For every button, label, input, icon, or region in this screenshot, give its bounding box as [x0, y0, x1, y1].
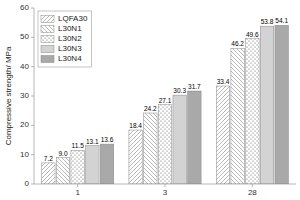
bar: [100, 144, 113, 184]
data-label: 49.6: [246, 31, 259, 38]
data-label: 46.2: [231, 40, 244, 47]
y-tick-label: 0: [25, 179, 30, 188]
y-tick-label: 10: [20, 150, 29, 159]
bar: [275, 25, 288, 184]
y-tick-label: 40: [20, 62, 29, 71]
bar: [129, 130, 142, 184]
legend-label: L30N4: [58, 54, 82, 63]
bar: [260, 26, 273, 184]
data-label: 54.1: [275, 17, 288, 24]
legend-swatch: [41, 26, 54, 33]
y-tick: [31, 66, 34, 67]
legend-swatch: [41, 46, 54, 53]
bars: [42, 25, 289, 184]
data-label: 13.1: [86, 138, 99, 145]
y-tick: [31, 8, 34, 9]
data-label: 18.4: [129, 122, 142, 129]
y-tick: [31, 125, 34, 126]
chart-container: 7.218.433.49.024.246.211.527.149.613.130…: [0, 0, 300, 200]
y-tick: [31, 154, 34, 155]
axes: 0 10 20 30 40 50 60 1 3 28: [20, 3, 296, 197]
x-tick-label: 3: [163, 188, 168, 197]
y-tick: [31, 37, 34, 38]
legend: LQFA30L30N1L30N2L30N3L30N4: [38, 11, 91, 67]
y-tick-label: 50: [20, 32, 29, 41]
y-tick: [31, 96, 34, 97]
data-label: 9.0: [58, 150, 67, 157]
data-label: 11.5: [72, 142, 85, 149]
x-tick-label: 28: [248, 188, 257, 197]
x-tick: [165, 184, 166, 187]
bar: [246, 39, 259, 184]
data-label: 30.3: [173, 87, 186, 94]
bar: [216, 86, 229, 184]
bar: [144, 113, 157, 184]
legend-swatch: [41, 56, 54, 63]
data-label: 31.7: [188, 83, 201, 90]
data-label: 53.8: [261, 18, 274, 25]
x-tick: [252, 184, 253, 187]
data-label: 24.2: [144, 105, 157, 112]
legend-label: L30N1: [58, 24, 82, 33]
bar: [158, 105, 171, 184]
bar: [173, 95, 186, 184]
data-label: 13.6: [101, 136, 114, 143]
bar: [86, 146, 99, 184]
x-tick-label: 1: [75, 188, 80, 197]
x-tick: [77, 184, 78, 187]
bar: [188, 91, 201, 184]
data-labels: 7.2 18.4 33.4 9.0 24.2 46.2 11.5 27.1 49.6 13.1 30…: [44, 17, 289, 162]
legend-swatch: [41, 16, 54, 23]
bar: [71, 150, 84, 184]
data-label: 7.2: [44, 155, 53, 162]
bar: [56, 158, 69, 184]
y-tick-label: 30: [20, 91, 29, 100]
y-tick: [31, 184, 34, 185]
data-label: 33.4: [217, 78, 230, 85]
y-axis-label: Compressive strength/ MPa: [4, 46, 13, 145]
bar: [231, 48, 244, 184]
data-label: 27.1: [159, 97, 172, 104]
legend-label: L30N2: [58, 34, 82, 43]
y-tick-label: 60: [20, 3, 29, 12]
bar: [42, 163, 55, 184]
chart: 7.218.433.49.024.246.211.527.149.613.130…: [0, 0, 300, 200]
legend-frame: [38, 11, 91, 67]
legend-label: LQFA30: [58, 14, 88, 23]
legend-label: L30N3: [58, 44, 82, 53]
legend-swatch: [41, 36, 54, 43]
y-tick-label: 20: [20, 120, 29, 129]
